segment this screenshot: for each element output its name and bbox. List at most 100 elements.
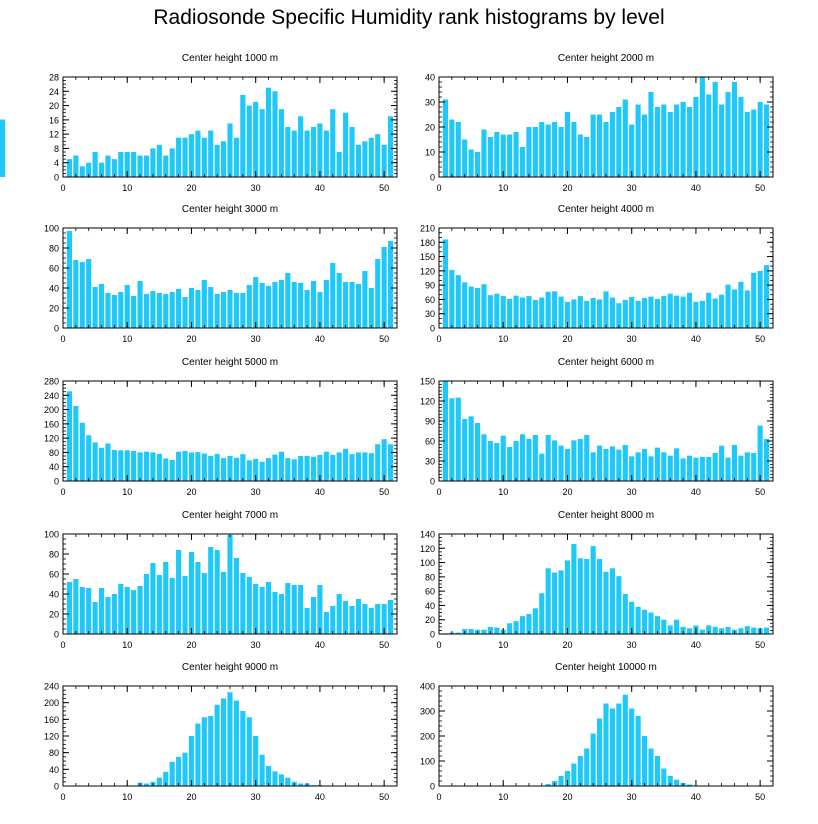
- bar: [558, 445, 564, 481]
- chart-title: Center height 5000 m: [182, 357, 278, 368]
- y-tick-label: 40: [425, 73, 435, 83]
- bar: [169, 292, 175, 328]
- x-tick-label: 30: [251, 334, 261, 344]
- chart-title: Center height 8000 m: [558, 510, 654, 521]
- bar: [118, 450, 124, 481]
- bar: [603, 291, 609, 328]
- chart-title: Center height 6000 m: [558, 357, 654, 368]
- y-tick-label: 4: [54, 158, 59, 168]
- bar: [310, 456, 317, 481]
- bar: [163, 562, 169, 634]
- x-tick-label: 20: [186, 183, 196, 193]
- bar: [349, 127, 355, 177]
- bar: [227, 123, 233, 177]
- bar: [757, 425, 763, 481]
- x-tick-label: 10: [498, 792, 508, 802]
- bar: [571, 544, 577, 634]
- bar: [487, 441, 493, 481]
- chart-title: Center height 10000 m: [555, 662, 657, 673]
- bar: [317, 292, 323, 328]
- bar: [259, 587, 265, 634]
- bar: [355, 144, 362, 177]
- bar: [526, 614, 532, 634]
- bar: [278, 280, 284, 328]
- bar: [131, 296, 137, 328]
- y-tick-label: 240: [44, 391, 59, 401]
- bar: [597, 114, 603, 177]
- bar: [455, 275, 461, 328]
- bar: [375, 604, 381, 634]
- chart-title: Center height 3000 m: [182, 204, 278, 215]
- bar: [98, 588, 105, 634]
- bar: [330, 606, 336, 634]
- bar: [738, 455, 744, 481]
- bar: [545, 291, 551, 328]
- bar: [706, 292, 712, 328]
- bar: [699, 457, 705, 481]
- bar: [686, 784, 693, 786]
- bar: [176, 137, 182, 177]
- x-tick-label: 40: [315, 487, 325, 497]
- bar: [738, 281, 744, 328]
- bar: [519, 147, 526, 177]
- bar: [609, 112, 615, 177]
- bar: [323, 130, 329, 177]
- bar: [259, 109, 265, 177]
- bar: [336, 273, 342, 328]
- bar: [233, 700, 239, 786]
- bar: [368, 608, 374, 634]
- bar: [635, 716, 641, 786]
- bar: [558, 776, 564, 786]
- bar: [719, 445, 725, 481]
- bar: [667, 776, 673, 786]
- chart-title: Center height 1000 m: [182, 53, 278, 64]
- bar: [751, 453, 757, 481]
- y-tick-label: 100: [44, 530, 59, 540]
- bar: [712, 626, 718, 634]
- bar: [278, 594, 284, 634]
- bar: [92, 287, 98, 328]
- bar: [571, 122, 577, 177]
- bar: [481, 129, 487, 177]
- x-tick-label: 40: [691, 183, 701, 193]
- bar: [388, 600, 394, 634]
- chart-title: Center height 2000 m: [558, 53, 654, 64]
- bar: [304, 456, 310, 481]
- bar: [532, 299, 538, 328]
- chart-title: Center height 4000 m: [558, 204, 654, 215]
- y-tick-label: 0: [54, 630, 59, 640]
- bar: [227, 535, 233, 634]
- bar: [507, 447, 513, 481]
- x-tick-label: 20: [186, 640, 196, 650]
- bar: [654, 107, 660, 177]
- bar: [156, 293, 162, 328]
- bar: [278, 774, 284, 786]
- bar: [73, 406, 79, 481]
- bar: [272, 771, 278, 786]
- bar: [468, 286, 474, 328]
- bar: [706, 94, 712, 177]
- bar: [253, 736, 259, 786]
- bar: [751, 109, 757, 177]
- bar: [118, 152, 124, 177]
- bar: [474, 288, 481, 328]
- bar: [188, 452, 195, 481]
- bar: [519, 616, 526, 634]
- bar: [545, 435, 551, 481]
- chart-panel: Center height 3000 m 0 20 40 60 80 100 0 10 20 30 4…: [44, 204, 398, 344]
- bar: [349, 606, 355, 634]
- bar: [449, 119, 455, 177]
- x-tick-label: 0: [436, 640, 441, 650]
- x-tick-label: 40: [315, 792, 325, 802]
- bar: [298, 585, 304, 634]
- bar: [265, 87, 272, 177]
- bar: [182, 752, 188, 786]
- bar: [564, 301, 571, 328]
- bar: [375, 259, 381, 328]
- bar: [738, 97, 744, 177]
- bar: [362, 141, 368, 177]
- bar: [362, 452, 368, 481]
- bar: [208, 716, 214, 786]
- y-tick-label: 16: [49, 115, 59, 125]
- bar: [590, 114, 596, 177]
